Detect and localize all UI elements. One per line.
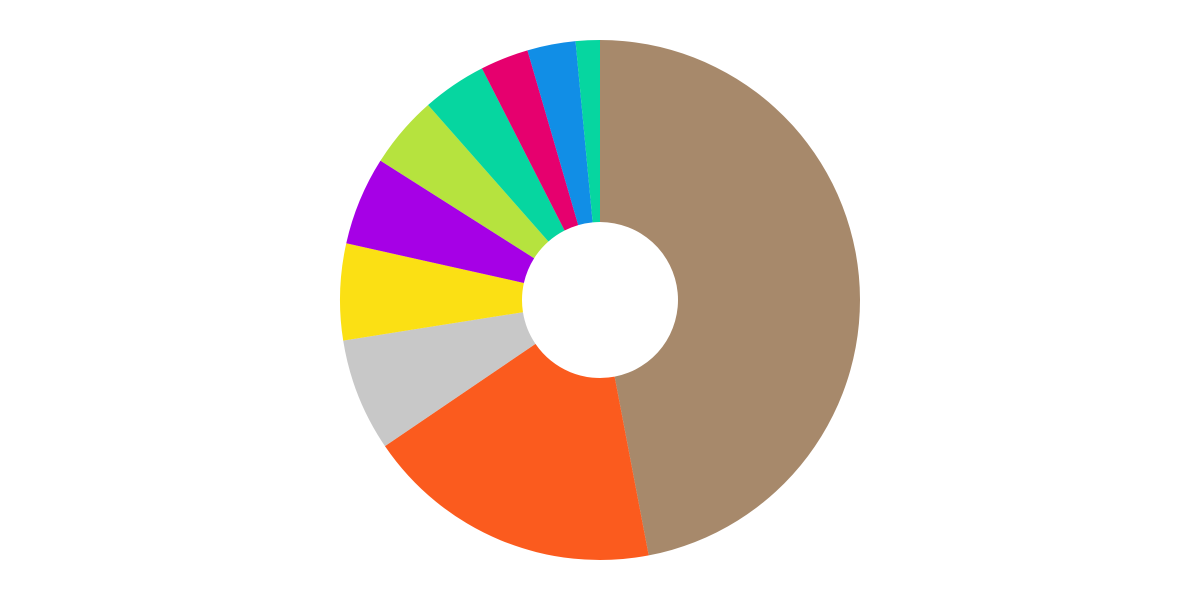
chart-container bbox=[0, 0, 1200, 600]
donut-chart bbox=[0, 0, 1200, 600]
donut-slice-0 bbox=[600, 40, 860, 555]
